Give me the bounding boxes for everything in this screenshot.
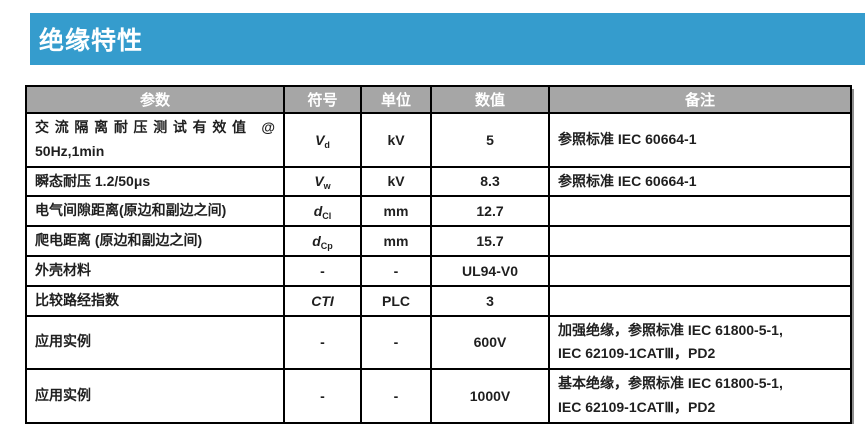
remark-cell: 参照标准 IEC 60664-1 [548, 112, 852, 168]
table-row: 比较路经指数 CTI PLC 3 [25, 284, 852, 317]
remark-line-1: 基本绝缘，参照标准 IEC 61800-5-1, [558, 375, 783, 392]
param-cell: 比较路经指数 [25, 284, 285, 317]
remark-cell: 基本绝缘，参照标准 IEC 61800-5-1, IEC 62109-1CATⅢ… [548, 368, 852, 424]
value-cell: 3 [430, 284, 550, 317]
remark-line-2: IEC 62109-1CATⅢ，PD2 [558, 398, 716, 415]
symbol-subscript: w [323, 181, 331, 192]
unit-cell: PLC [360, 284, 432, 317]
remark-cell [548, 254, 852, 287]
table-row: 应用实例 - - 600V 加强绝缘，参照标准 IEC 61800-5-1, I… [25, 314, 852, 371]
param-cell: 瞬态耐压 1.2/50μs [25, 165, 285, 198]
symbol-cell: - [283, 368, 362, 424]
table-row: 瞬态耐压 1.2/50μs Vw kV 8.3 参照标准 IEC 60664-1 [25, 165, 852, 198]
unit-cell: mm [360, 195, 432, 228]
symbol-subscript: d [324, 139, 330, 150]
table-header-row: 参数 符号 单位 数值 备注 [25, 85, 852, 114]
header-parameter: 参数 [25, 85, 285, 114]
section-title: 绝缘特性 [39, 27, 144, 55]
symbol-cell: - [283, 254, 362, 287]
symbol-main: d [313, 203, 323, 220]
symbol-main: CTI [311, 292, 334, 309]
remark-cell [548, 195, 852, 228]
symbol-subscript: Cp [320, 241, 333, 252]
symbol-main: V [315, 131, 325, 148]
value-cell: 600V [430, 314, 550, 371]
table-row: 电气间隙距离(原边和副边之间) dCl mm 12.7 [25, 195, 852, 228]
symbol-subscript: Cl [322, 211, 332, 222]
symbol-cell: dCl [283, 195, 362, 228]
param-line-2: 50Hz,1min [35, 142, 105, 159]
symbol-main: d [312, 233, 321, 250]
param-cell: 应用实例 [25, 368, 285, 424]
unit-cell: - [360, 314, 432, 371]
value-cell: 1000V [430, 368, 550, 424]
unit-cell: - [360, 254, 432, 287]
param-cell: 爬电距离 (原边和副边之间) [25, 225, 285, 257]
symbol-cell: dCp [283, 225, 362, 257]
header-unit: 单位 [360, 85, 432, 114]
remark-line-1: 加强绝缘，参照标准 IEC 61800-5-1, [558, 321, 783, 338]
symbol-cell: Vw [283, 165, 362, 198]
section-banner: 绝缘特性 [30, 13, 865, 65]
param-line-1: 交流隔离耐压测试有效值 @ [35, 119, 275, 135]
table-row: 应用实例 - - 1000V 基本绝缘，参照标准 IEC 61800-5-1, … [25, 368, 852, 424]
header-remark: 备注 [548, 85, 852, 114]
value-cell: 15.7 [430, 225, 550, 257]
remark-cell: 加强绝缘，参照标准 IEC 61800-5-1, IEC 62109-1CATⅢ… [548, 314, 852, 371]
header-symbol: 符号 [283, 85, 362, 114]
param-cell: 交流隔离耐压测试有效值 @ 50Hz,1min [25, 112, 285, 168]
unit-cell: - [360, 368, 432, 424]
param-cell: 外壳材料 [25, 254, 285, 287]
header-value: 数值 [430, 85, 550, 114]
table-row: 爬电距离 (原边和副边之间) dCp mm 15.7 [25, 225, 852, 257]
table-row: 交流隔离耐压测试有效值 @ 50Hz,1min Vd kV 5 参照标准 IEC… [25, 112, 852, 168]
symbol-cell: Vd [283, 112, 362, 168]
unit-cell: kV [360, 165, 432, 198]
remark-cell: 参照标准 IEC 60664-1 [548, 165, 852, 198]
symbol-cell: CTI [283, 284, 362, 317]
value-cell: 12.7 [430, 195, 550, 228]
value-cell: UL94-V0 [430, 254, 550, 287]
symbol-main: V [314, 173, 324, 190]
remark-line-2: IEC 62109-1CATⅢ，PD2 [558, 345, 716, 362]
unit-cell: mm [360, 225, 432, 257]
remark-cell [548, 225, 852, 257]
symbol-cell: - [283, 314, 362, 371]
value-cell: 5 [430, 112, 550, 168]
param-cell: 应用实例 [25, 314, 285, 371]
remark-cell [548, 284, 852, 317]
insulation-spec-table: 参数 符号 单位 数值 备注 交流隔离耐压测试有效值 @ 50Hz,1min V… [25, 85, 852, 424]
param-cell: 电气间隙距离(原边和副边之间) [25, 195, 285, 228]
value-cell: 8.3 [430, 165, 550, 198]
table-row: 外壳材料 - - UL94-V0 [25, 254, 852, 287]
unit-cell: kV [360, 112, 432, 168]
